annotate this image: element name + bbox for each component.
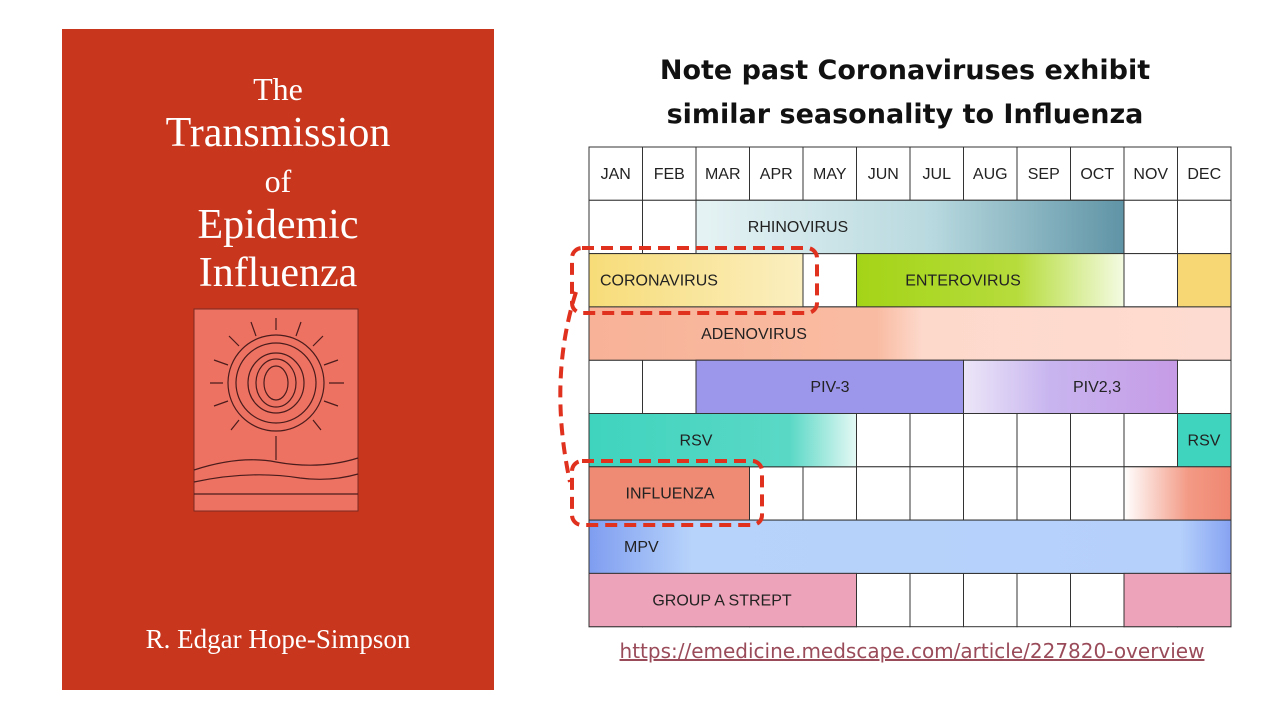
- grid-cell: [1070, 413, 1125, 468]
- season-band: [588, 413, 857, 468]
- grid-cell: [642, 199, 697, 255]
- month-label: MAY: [813, 166, 847, 183]
- season-band: [1123, 466, 1232, 521]
- grid-cell: [963, 413, 1018, 468]
- grid-cell: [1070, 572, 1125, 628]
- month-label: NOV: [1133, 166, 1168, 183]
- month-label: SEP: [1028, 166, 1060, 183]
- grid-cell: [963, 466, 1018, 521]
- grid-cell: [1123, 199, 1178, 255]
- virus-label: RSV: [1188, 432, 1221, 449]
- month-label: FEB: [654, 166, 685, 183]
- book-title: Epidemic: [198, 202, 359, 248]
- book-title: of: [265, 163, 292, 199]
- header-cell: [749, 146, 804, 201]
- month-label: JUN: [868, 166, 899, 183]
- virus-label: RHINOVIRUS: [748, 219, 848, 236]
- virus-label: RSV: [680, 432, 713, 449]
- grid-cell: [1123, 253, 1178, 308]
- season-band: [1177, 253, 1232, 308]
- virus-label: INFLUENZA: [626, 486, 715, 503]
- grid-cell: [963, 572, 1018, 628]
- slide-heading: similar seasonality to Influenza: [667, 99, 1144, 130]
- grid-cell: [856, 413, 911, 468]
- month-label: JUL: [923, 166, 952, 183]
- season-band: [588, 519, 1232, 574]
- grid-cell: [856, 572, 911, 628]
- grid-cell: [909, 413, 964, 468]
- grid-cell: [856, 466, 911, 521]
- grid-cell: [1123, 413, 1178, 468]
- grid-cell: [802, 466, 857, 521]
- grid-cell: [1070, 466, 1125, 521]
- season-band: [1123, 572, 1232, 628]
- grid-cell: [1016, 413, 1071, 468]
- influenza-highlight: [570, 459, 764, 527]
- grid-cell: [642, 359, 697, 415]
- season-band: [588, 572, 857, 628]
- virus-label: MPV: [624, 539, 659, 556]
- season-band: [588, 306, 1232, 361]
- month-label: APR: [760, 166, 793, 183]
- grid-cell: [1016, 572, 1071, 628]
- grid-cell: [1177, 199, 1232, 255]
- grid-cell: [1177, 359, 1232, 415]
- book-title: Influenza: [199, 250, 358, 296]
- book-author: R. Edgar Hope-Simpson: [146, 624, 411, 654]
- season-band: [1177, 413, 1232, 468]
- virus-label: CORONAVIRUS: [600, 272, 718, 289]
- season-band: [588, 253, 804, 308]
- highlight-annotations: [558, 246, 819, 527]
- virus-label: ADENOVIRUS: [701, 326, 807, 343]
- virus-label: PIV-3: [810, 379, 849, 396]
- virus-illustration: [193, 308, 359, 512]
- grid-cell: [909, 466, 964, 521]
- month-label: AUG: [973, 166, 1008, 183]
- grid-cell: [588, 359, 643, 415]
- header-cell: [1177, 146, 1232, 201]
- virus-label: ENTEROVIRUS: [905, 272, 1021, 289]
- header-cell: [1016, 146, 1071, 201]
- grid-cell: [749, 466, 804, 521]
- grid-cell: [588, 199, 643, 255]
- connector: [558, 291, 578, 483]
- grid-cell: [1016, 466, 1071, 521]
- grid-cell: [909, 572, 964, 628]
- book-title: Transmission: [166, 110, 391, 156]
- book-title: The: [253, 71, 303, 107]
- virus-label: GROUP A STREPT: [652, 592, 792, 609]
- month-label: JAN: [601, 166, 631, 183]
- seasonality-table: JAN FEB MAR APR MAY JUN JUL AUG SEP OCT NOV DEC RHIN…: [588, 146, 1232, 628]
- header-cell: [1123, 146, 1178, 201]
- book-cover: The Transmission of Epidemic Influenza R…: [62, 29, 494, 690]
- header-cell: [909, 146, 964, 201]
- month-label: DEC: [1187, 166, 1221, 183]
- virus-label: PIV2,3: [1073, 379, 1121, 396]
- month-label: OCT: [1080, 166, 1114, 183]
- header-cell: [963, 146, 1018, 201]
- season-band: [963, 359, 1178, 415]
- season-band: [695, 199, 1125, 255]
- slide-heading: Note past Coronaviruses exhibit: [660, 55, 1150, 86]
- grid-cell: [802, 253, 857, 308]
- source-link[interactable]: https://emedicine.medscape.com/article/2…: [620, 639, 1205, 663]
- month-label: MAR: [705, 166, 741, 183]
